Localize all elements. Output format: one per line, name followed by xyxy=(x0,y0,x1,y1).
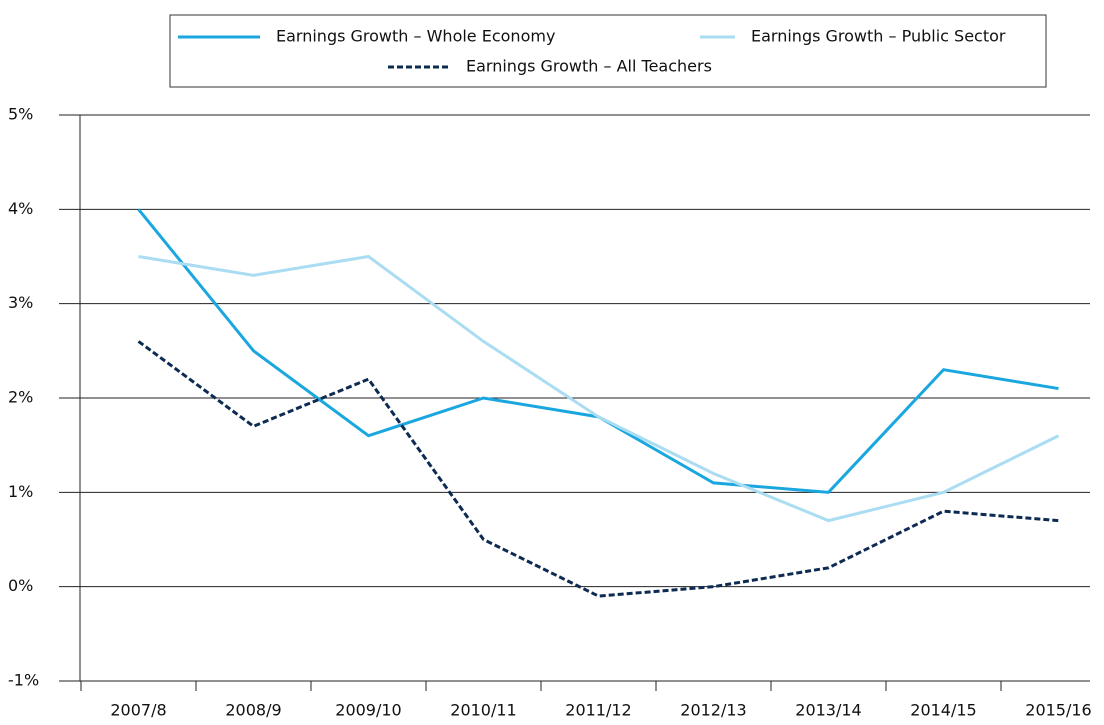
x-tick-label: 2010/11 xyxy=(450,701,516,720)
x-tick-label: 2012/13 xyxy=(680,701,746,720)
y-tick-label: 4% xyxy=(8,199,33,218)
y-tick-label: 3% xyxy=(8,293,33,312)
x-tick-label: 2011/12 xyxy=(565,701,631,720)
legend-label: Earnings Growth – Public Sector xyxy=(751,27,1006,46)
x-tick-label: 2009/10 xyxy=(335,701,401,720)
y-tick-label: 1% xyxy=(8,482,33,501)
y-tick-label: -1% xyxy=(8,671,39,690)
x-tick-label: 2013/14 xyxy=(795,701,861,720)
y-tick-label: 2% xyxy=(8,388,33,407)
legend-label: Earnings Growth – All Teachers xyxy=(466,57,712,76)
y-tick-label: 5% xyxy=(8,105,33,124)
y-tick-label: 0% xyxy=(8,576,33,595)
legend-box xyxy=(169,14,1047,88)
series-line xyxy=(138,254,1060,523)
x-tick-label: 2014/15 xyxy=(910,701,976,720)
legend-label: Earnings Growth – Whole Economy xyxy=(276,27,555,46)
series-line xyxy=(137,340,1059,598)
x-tick-label: 2008/9 xyxy=(225,701,281,720)
x-tick-label: 2007/8 xyxy=(110,701,166,720)
x-tick-label: 2015/16 xyxy=(1025,701,1091,720)
series-line xyxy=(137,208,1059,494)
